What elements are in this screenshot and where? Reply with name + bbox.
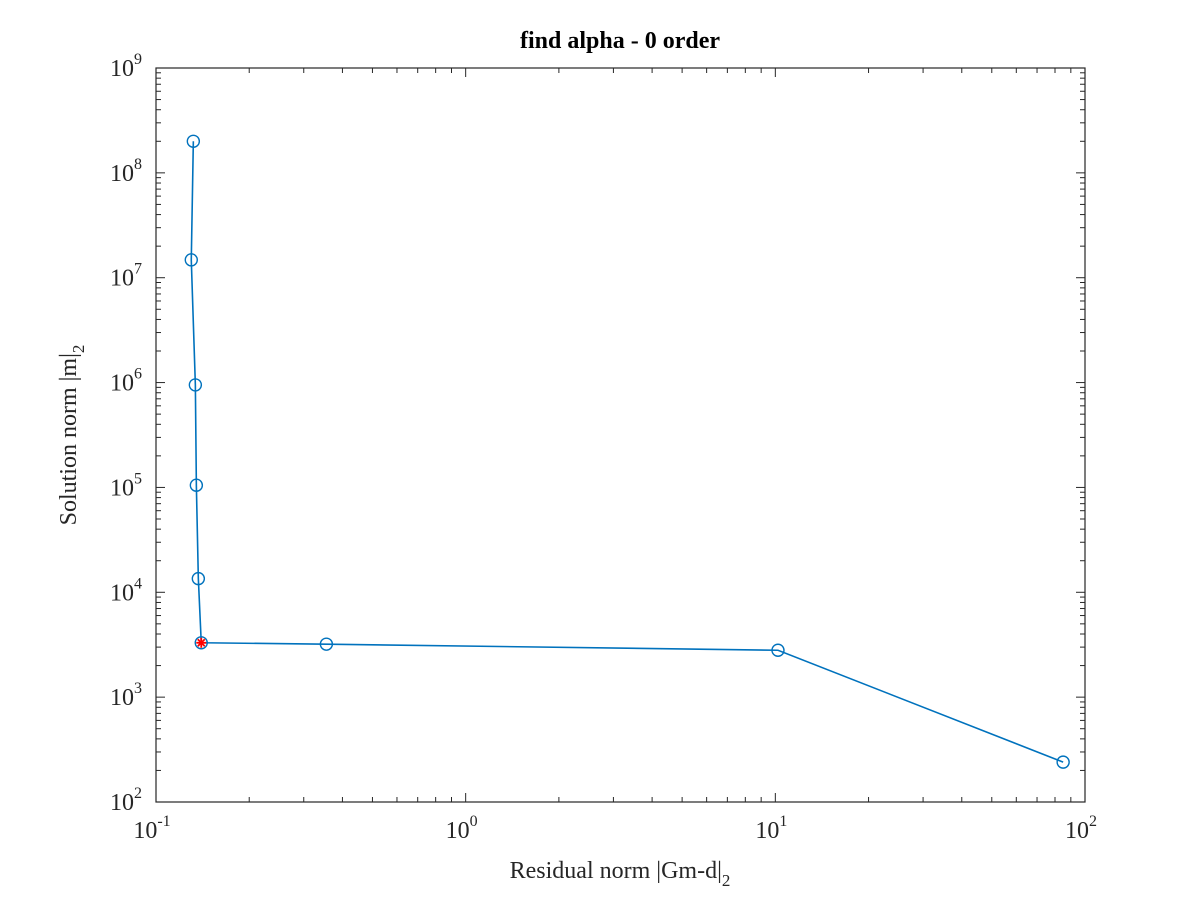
y-tick-label-exponent: 7 — [134, 261, 142, 278]
y-tick-label: 105 — [110, 470, 142, 501]
x-tick-label-exponent: 2 — [1089, 813, 1097, 830]
y-tick-label-exponent: 4 — [134, 575, 142, 592]
y-tick-label: 104 — [110, 575, 142, 606]
x-tick-label-base: 10 — [1065, 818, 1089, 844]
y-tick-label-base: 10 — [110, 475, 134, 501]
data-point — [184, 253, 198, 267]
y-tick-label-base: 10 — [110, 266, 134, 292]
data-point — [189, 478, 204, 492]
chart-title: find alpha - 0 order — [520, 28, 720, 54]
x-tick-label-base: 10 — [133, 818, 157, 844]
x-tick-label-exponent: 0 — [470, 813, 478, 830]
y-tick-label-exponent: 5 — [134, 470, 142, 487]
y-tick-label-base: 10 — [110, 56, 134, 82]
x-tick-label: 10-1 — [133, 813, 170, 844]
y-tick-label: 107 — [110, 261, 142, 292]
x-tick-label-exponent: 1 — [779, 813, 787, 830]
data-point — [191, 571, 206, 586]
x-tick-label-base: 10 — [446, 818, 470, 844]
series-group — [184, 134, 1070, 769]
y-tick-label: 102 — [110, 785, 142, 816]
data-point — [771, 643, 785, 657]
corner-point-marker — [196, 637, 207, 648]
x-tick-label-base: 10 — [755, 818, 779, 844]
y-tick-label-exponent: 3 — [134, 680, 142, 697]
x-tick-label-exponent: -1 — [157, 813, 170, 830]
y-tick-label: 106 — [110, 366, 142, 397]
data-point — [186, 134, 201, 148]
y-tick-label-exponent: 2 — [134, 785, 142, 802]
y-tick-label: 108 — [110, 156, 142, 187]
data-point — [1056, 755, 1070, 769]
data-point — [188, 378, 203, 392]
x-tick-label: 102 — [1065, 813, 1097, 844]
y-tick-label-base: 10 — [110, 371, 134, 397]
y-tick-label-base: 10 — [110, 685, 134, 711]
y-tick-label-exponent: 8 — [134, 156, 142, 173]
y-tick-label-exponent: 9 — [134, 51, 142, 68]
y-tick-label-base: 10 — [110, 580, 134, 606]
x-axis-label-subscript: 2 — [722, 871, 731, 890]
y-tick-label: 109 — [110, 51, 142, 82]
series-line — [190, 141, 1064, 763]
y-axis-label: Solution norm |m|2 — [56, 345, 88, 526]
y-tick-label-base: 10 — [110, 790, 134, 816]
y-tick-label-base: 10 — [110, 161, 134, 187]
x-axis-label-text: Residual norm |Gm-d| — [510, 858, 722, 884]
y-axis-label-subscript: 2 — [69, 345, 88, 354]
data-point — [194, 636, 208, 650]
highlight-group — [196, 637, 207, 648]
plot-area — [155, 67, 1086, 803]
y-axis-label-text: Solution norm |m| — [56, 353, 82, 525]
x-axis-label: Residual norm |Gm-d|2 — [510, 858, 731, 890]
x-axis: 10-1 100 101 102 — [133, 68, 1097, 844]
y-tick-label-exponent: 6 — [134, 366, 142, 383]
y-tick-label: 103 — [110, 680, 142, 711]
x-tick-label: 101 — [755, 813, 787, 844]
x-tick-label: 100 — [446, 813, 478, 844]
data-point — [319, 637, 334, 651]
